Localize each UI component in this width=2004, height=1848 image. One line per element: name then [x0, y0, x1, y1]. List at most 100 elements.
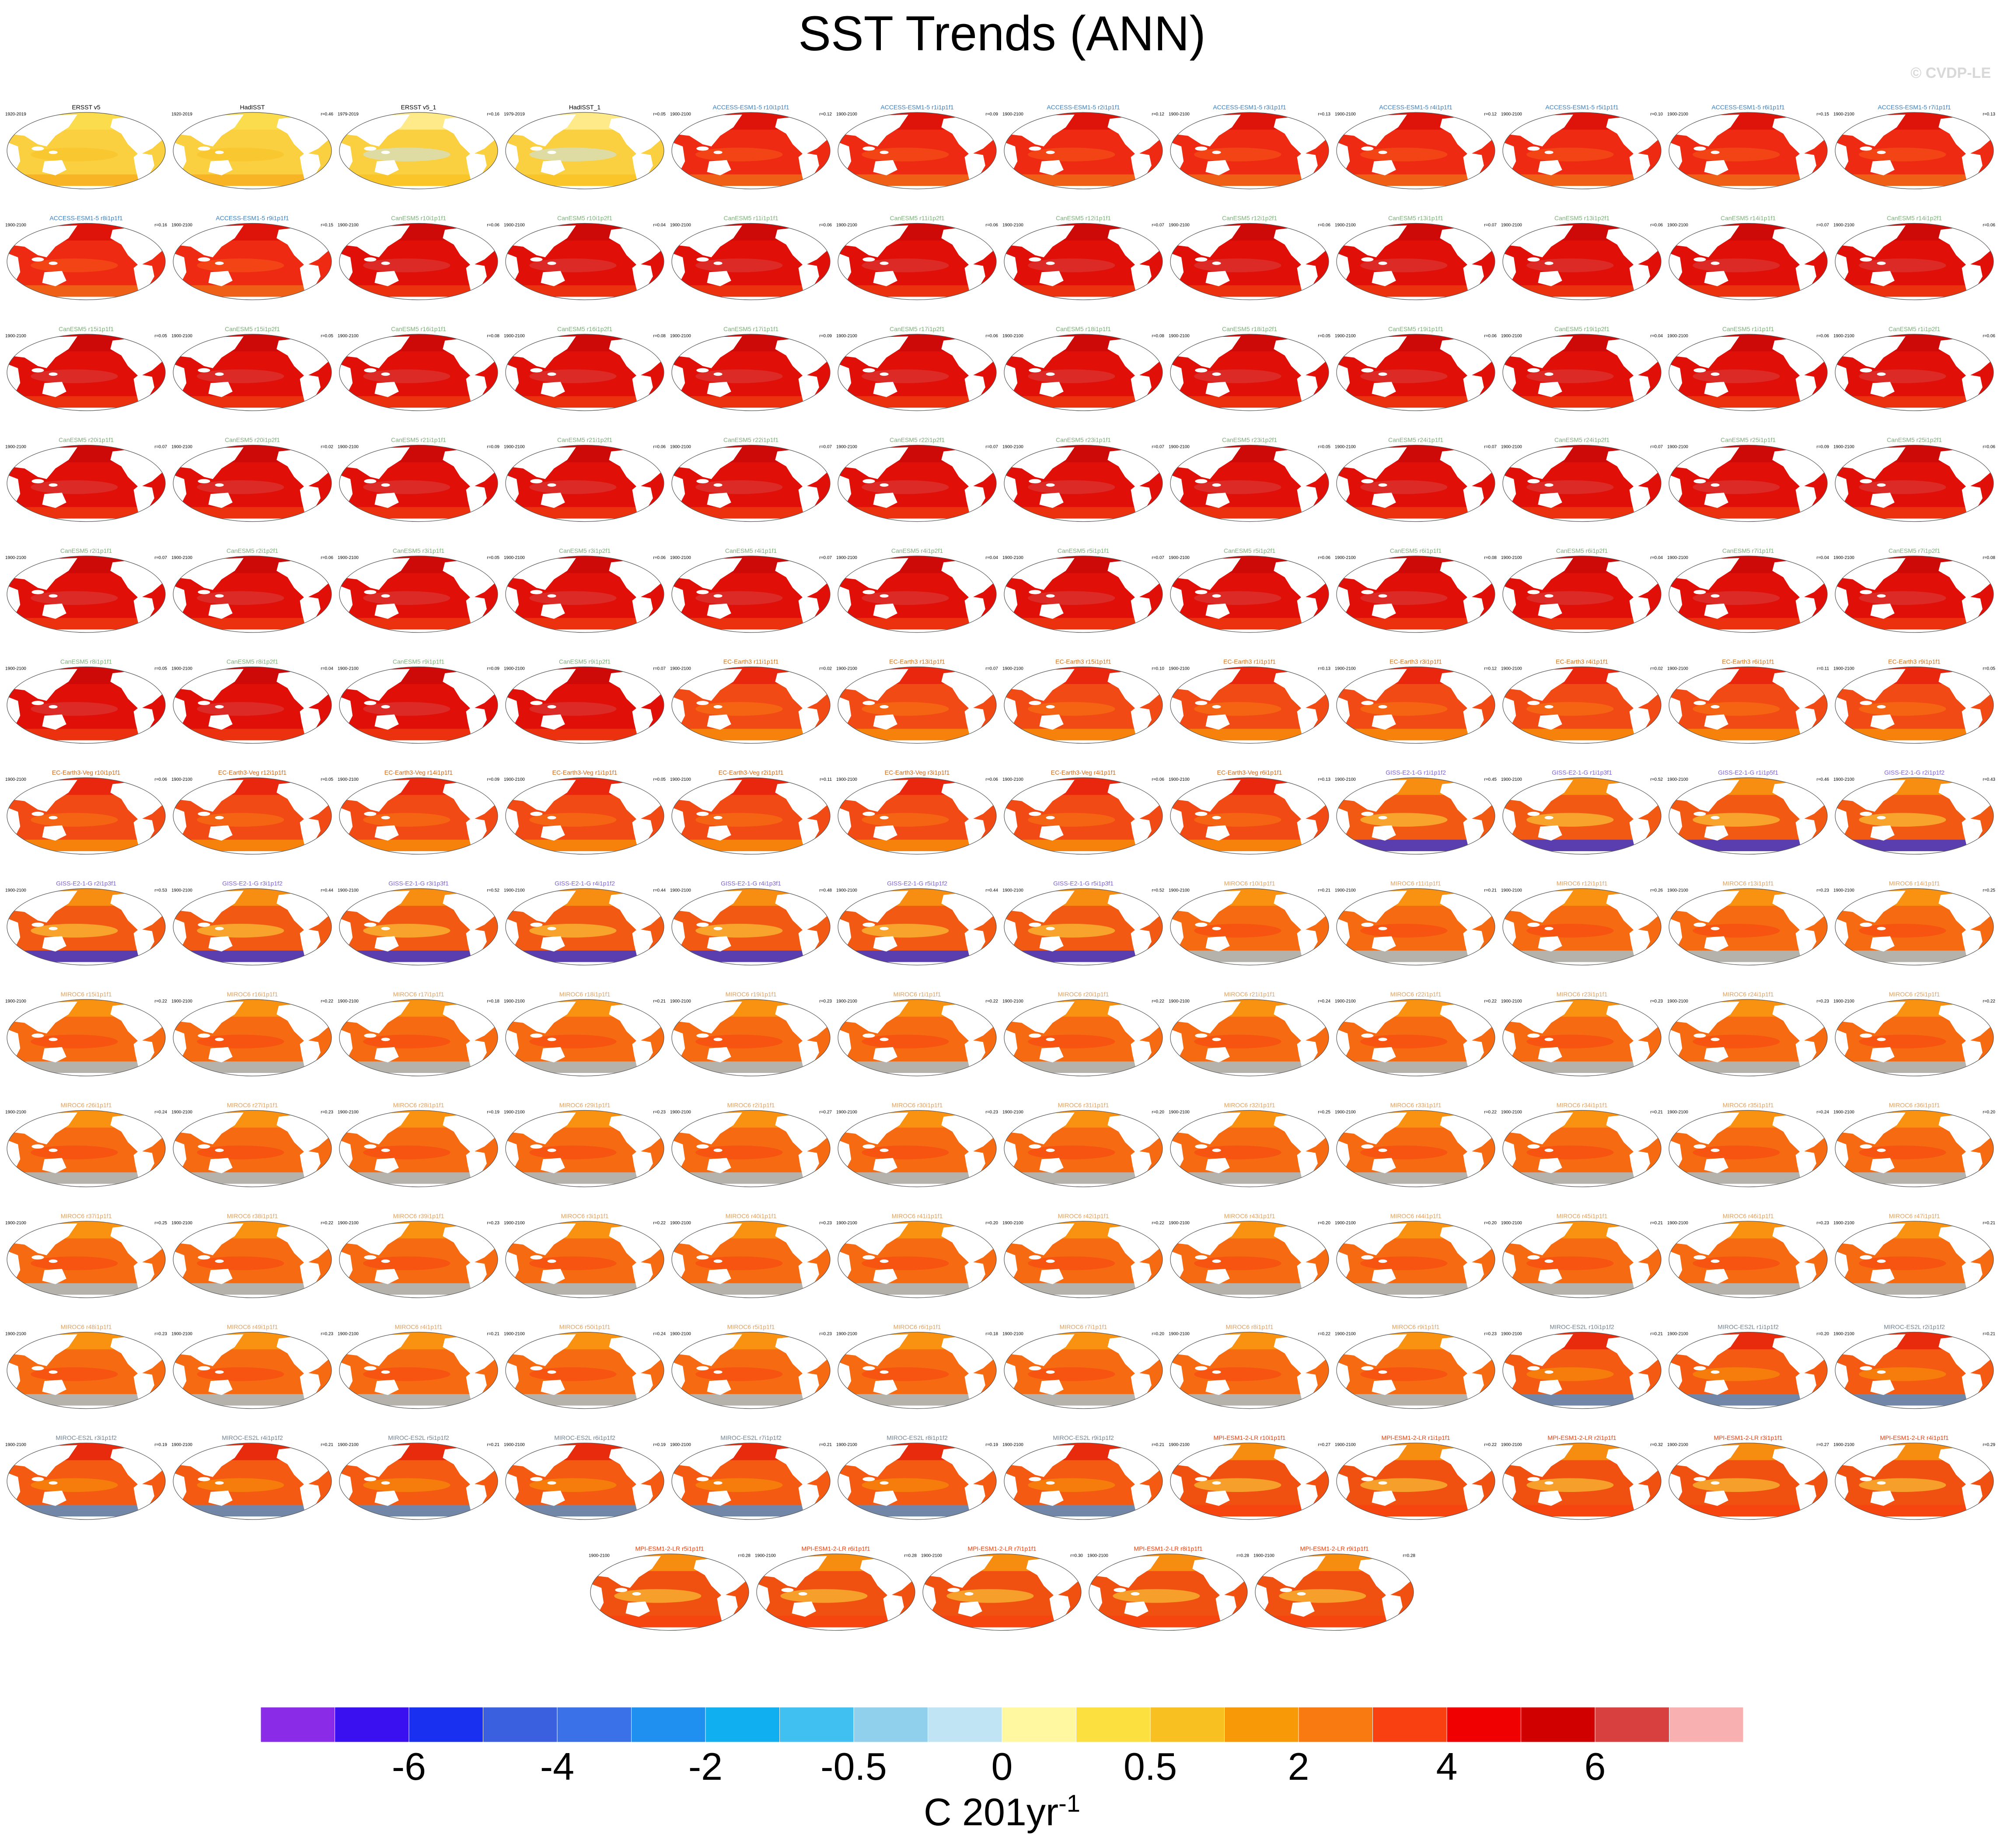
panel-pattern-correlation: r=0.20 — [1152, 1110, 1164, 1115]
panel-period: 1900-2100 — [1833, 334, 1854, 339]
globe-field — [173, 778, 332, 854]
globe-outline — [339, 555, 498, 633]
panel-pattern-correlation: r=0.12 — [1484, 112, 1497, 117]
map-panel: EC-Earth3-Veg r10i1p1f1 1900-2100 r=0.06 — [5, 769, 167, 855]
panel-period: 1900-2100 — [836, 777, 857, 782]
panel-pattern-correlation: r=0.07 — [1816, 223, 1829, 228]
globe-outline — [1336, 444, 1495, 522]
panel-period: 1900-2100 — [1002, 1110, 1023, 1115]
panel-pattern-correlation: r=0.23 — [819, 1221, 832, 1226]
panel-period: 1900-2100 — [338, 888, 359, 893]
globe-field — [1170, 1332, 1329, 1409]
globe-outline — [1669, 555, 1828, 633]
globe-outline — [7, 223, 166, 300]
globe-outline — [1835, 666, 1994, 744]
panel-period: 1900-2100 — [1169, 1110, 1190, 1115]
panel-pattern-correlation: r=0.05 — [1318, 445, 1330, 450]
map-panel: ACCESS-ESM1-5 r9i1p1f1 1900-2100 r=0.15 — [171, 215, 333, 300]
panel-period: 1900-2100 — [338, 1332, 359, 1337]
panel-pattern-correlation: r=0.28 — [738, 1554, 751, 1558]
globe-outline — [173, 777, 332, 855]
globe-outline — [1669, 334, 1828, 411]
globe-outline — [505, 1331, 664, 1409]
panel-pattern-correlation: r=0.11 — [1817, 667, 1829, 671]
panel-pattern-correlation: r=0.32 — [1650, 1443, 1663, 1447]
globe-outline — [173, 334, 332, 411]
panel-title: MPI-ESM1-2-LR r5i1p1f1 — [635, 1545, 704, 1552]
panel-title: MIROC-ES2L r9i1p1f2 — [1053, 1434, 1114, 1441]
panel-pattern-correlation: r=0.05 — [1983, 667, 1995, 671]
panel-title: MIROC6 r18i1p1f1 — [559, 991, 611, 998]
panel-period: 1900-2100 — [1169, 555, 1190, 560]
panel-title: GISS-E2-1-G r1i1p5f1 — [1718, 769, 1778, 776]
cvdp-watermark: © CVDP-LE — [1910, 65, 1991, 81]
panel-title: EC-Earth3-Veg r14i1p1f1 — [384, 769, 453, 776]
panel-title: ACCESS-ESM1-5 r3i1p1f1 — [1213, 104, 1286, 111]
colorbar-swatch — [779, 1707, 854, 1743]
panel-title: MIROC6 r48i1p1f1 — [61, 1324, 112, 1331]
panel-period: 1900-2100 — [504, 1221, 525, 1226]
panel-title: CanESM5 r22i1p1f1 — [723, 437, 779, 444]
panel-period: 1900-2100 — [836, 1221, 857, 1226]
panel-title: CanESM5 r23i1p2f1 — [1222, 437, 1277, 444]
globe-outline — [173, 1443, 332, 1520]
globe-outline — [1502, 555, 1662, 633]
panel-period: 1900-2100 — [1833, 445, 1854, 450]
map-panel: CanESM5 r15i1p1f1 1900-2100 r=0.05 — [5, 325, 167, 411]
panel-pattern-correlation: r=0.23 — [819, 1332, 832, 1337]
panel-pattern-correlation: r=0.06 — [154, 777, 167, 782]
panel-title: GISS-E2-1-G r5i1p1f2 — [887, 880, 947, 887]
colorbar-swatch — [1002, 1707, 1076, 1743]
panel-title: ERSST v5_1 — [401, 104, 436, 111]
globe-outline — [1170, 777, 1329, 855]
globe-outline — [1004, 112, 1163, 189]
globe-field — [672, 1110, 830, 1187]
panel-period: 1900-2100 — [338, 999, 359, 1004]
panel-pattern-correlation: r=0.21 — [1983, 1332, 1995, 1337]
map-panel: MIROC6 r26i1p1f1 1900-2100 r=0.24 — [5, 1102, 167, 1188]
panel-period: 1900-2100 — [1335, 1443, 1356, 1447]
panel-title: CanESM5 r8i1p2f1 — [227, 658, 279, 665]
globe-outline — [1170, 888, 1329, 966]
panel-period: 1900-2100 — [171, 667, 192, 671]
panel-period: 1900-2100 — [1833, 1332, 1854, 1337]
globe-outline — [1835, 1221, 1994, 1298]
map-panel: EC-Earth3-Veg r12i1p1f1 1900-2100 r=0.05 — [171, 769, 333, 855]
panel-period: 1900-2100 — [338, 1221, 359, 1226]
panel-period: 1900-2100 — [1335, 1221, 1356, 1226]
panel-pattern-correlation: r=0.53 — [154, 888, 167, 893]
panel-title: CanESM5 r23i1p1f1 — [1056, 437, 1111, 444]
globe-field — [506, 888, 664, 965]
panel-pattern-correlation: r=0.25 — [154, 1221, 167, 1226]
panel-title: EC-Earth3 r6i1p1f1 — [1722, 658, 1774, 665]
colorbar-tick-label: -0.5 — [820, 1745, 887, 1788]
panel-title: CanESM5 r15i1p2f1 — [225, 325, 280, 332]
panel-title: ERSST v5 — [72, 104, 100, 111]
panel-pattern-correlation: r=0.19 — [154, 1443, 167, 1447]
panel-pattern-correlation: r=0.22 — [1484, 1110, 1497, 1115]
globe-outline — [1004, 1221, 1163, 1298]
globe-outline — [838, 1110, 997, 1188]
globe-outline — [671, 1443, 831, 1520]
panel-title: CanESM5 r13i1p2f1 — [1554, 215, 1609, 222]
panel-pattern-correlation: r=0.06 — [1484, 334, 1497, 339]
panel-pattern-correlation: r=0.06 — [1983, 445, 1995, 450]
globe-field — [1004, 445, 1163, 522]
globe-outline — [339, 1331, 498, 1409]
panel-pattern-correlation: r=0.16 — [487, 112, 499, 117]
panel-title: CanESM5 r3i1p2f1 — [559, 547, 611, 554]
panel-pattern-correlation: r=0.12 — [1152, 112, 1164, 117]
panel-title: CanESM5 r11i1p1f1 — [723, 215, 778, 222]
panel-pattern-correlation: r=0.09 — [1816, 445, 1829, 450]
globe-outline — [1089, 1553, 1248, 1631]
panel-period: 1900-2100 — [504, 667, 525, 671]
panel-pattern-correlation: r=0.21 — [487, 1332, 499, 1337]
panel-period: 1900-2100 — [504, 888, 525, 893]
panel-title: MPI-ESM1-2-LR r1i1p1f1 — [1381, 1434, 1450, 1441]
panel-pattern-correlation: r=0.24 — [1318, 999, 1330, 1004]
globe-outline — [173, 444, 332, 522]
map-panel: CanESM5 r25i1p2f1 1900-2100 r=0.06 — [1833, 437, 1995, 522]
panel-title: MIROC-ES2L r10i1p1f2 — [1550, 1324, 1614, 1331]
panel-title: CanESM5 r18i1p2f1 — [1222, 325, 1277, 332]
